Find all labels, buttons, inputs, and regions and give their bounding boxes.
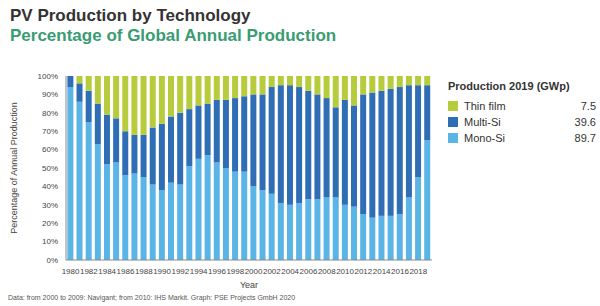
svg-text:2008: 2008 [318, 267, 336, 276]
html-text:PV Production by Technology: PV Production by Technology [10, 6, 251, 25]
svg-text:1996: 1996 [208, 267, 226, 276]
svg-text:40%: 40% [42, 182, 58, 191]
svg-text:1982: 1982 [80, 267, 98, 276]
svg-text:2000: 2000 [245, 267, 263, 276]
html-text:Production 2019 (GWp): Production 2019 (GWp) [448, 80, 570, 92]
html-text:39.6: 39.6 [574, 116, 596, 128]
svg-text:80%: 80% [42, 109, 58, 118]
svg-text:1998: 1998 [226, 267, 244, 276]
svg-text:30%: 30% [42, 201, 58, 210]
svg-text:100%: 100% [38, 72, 58, 81]
svg-text:1994: 1994 [190, 267, 208, 276]
html-text:Data: from 2000 to 2009: Navig: Data: from 2000 to 2009: Navigant; from … [8, 294, 296, 301]
html-text:89.7: 89.7 [574, 132, 596, 144]
svg-text:2004: 2004 [281, 267, 299, 276]
svg-text:1990: 1990 [153, 267, 171, 276]
svg-text:2016: 2016 [391, 267, 409, 276]
svg-text:1986: 1986 [117, 267, 135, 276]
svg-text:90%: 90% [42, 90, 58, 99]
html-text:Mono-Si: Mono-Si [464, 132, 505, 144]
html-text:Percentage of Global Annual Pr: Percentage of Global Annual Production [10, 26, 337, 45]
svg-text:70%: 70% [42, 127, 58, 136]
html-text:Multi-Si: Multi-Si [464, 116, 501, 128]
svg-text:60%: 60% [42, 145, 58, 154]
svg-text:2018: 2018 [409, 267, 427, 276]
html-text:7.5: 7.5 [580, 100, 596, 112]
html-text:Thin film: Thin film [464, 100, 506, 112]
svg-text:1984: 1984 [98, 267, 116, 276]
svg-text:1992: 1992 [171, 267, 189, 276]
svg-text:1980: 1980 [62, 267, 80, 276]
svg-text:2010: 2010 [336, 267, 354, 276]
svg-text:2002: 2002 [263, 267, 281, 276]
svg-text:20%: 20% [42, 219, 58, 228]
svg-text:50%: 50% [42, 164, 58, 173]
svg-text:0%: 0% [46, 256, 58, 265]
svg-text:2006: 2006 [300, 267, 318, 276]
svg-text:2012: 2012 [354, 267, 372, 276]
svg-text:10%: 10% [42, 237, 58, 246]
svg-text:1988: 1988 [135, 267, 153, 276]
svg-text:Year: Year [240, 280, 258, 290]
svg-text:2014: 2014 [373, 267, 391, 276]
svg-text:Percentage of Annual Productio: Percentage of Annual Production [9, 102, 19, 234]
